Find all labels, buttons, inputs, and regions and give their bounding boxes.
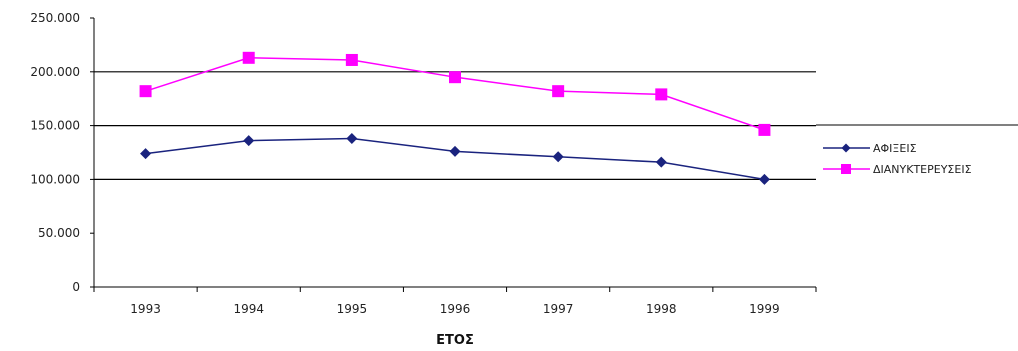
data-point	[242, 51, 255, 64]
legend-label: ΔΙΑΝΥΚΤΕΡΕΥΣΕΙΣ	[873, 163, 972, 176]
y-tick-label: 50.000	[38, 226, 80, 240]
series-line	[145, 137, 765, 181]
y-tick-label: 100.000	[30, 172, 80, 186]
legend-marker	[841, 143, 851, 153]
data-point	[552, 85, 565, 98]
data-point	[345, 53, 358, 66]
y-tick-labels: 0 50.000 100.000 150.000 200.000 250.000	[30, 11, 94, 294]
data-point	[346, 133, 358, 145]
x-tick-label: 1997	[543, 302, 574, 316]
y-tick-label: 200.000	[30, 65, 80, 79]
x-tick-label: 1993	[130, 302, 161, 316]
data-point	[758, 123, 771, 136]
series-layer	[139, 51, 771, 185]
data-point	[449, 71, 461, 84]
gridlines	[94, 71, 816, 180]
data-point	[552, 151, 564, 163]
legend-marker	[841, 164, 851, 174]
y-tick-label: 250.000	[30, 11, 80, 25]
data-point	[758, 173, 770, 185]
x-axis-label: ΕΤΟΣ	[436, 333, 474, 348]
data-point	[655, 88, 668, 101]
x-tick-label: 1994	[233, 302, 264, 316]
data-point	[139, 85, 152, 98]
x-tick-labels: 1993 1994 1995 1996 1997 1998 1999	[93, 287, 817, 316]
data-point	[449, 145, 461, 157]
axes	[93, 18, 816, 288]
y-tick-label: 0	[72, 280, 80, 294]
legend: ΑΦΙΞΕΙΣ ΔΙΑΝΥΚΤΕΡΕΥΣΕΙΣ	[816, 124, 1018, 176]
x-tick-label: 1999	[749, 302, 780, 316]
data-point	[243, 135, 255, 147]
data-point	[140, 148, 152, 160]
x-tick-label: 1996	[440, 302, 471, 316]
y-tick-label: 150.000	[30, 119, 80, 133]
data-point	[655, 156, 667, 168]
x-tick-label: 1995	[337, 302, 368, 316]
x-tick-label: 1998	[646, 302, 677, 316]
legend-label: ΑΦΙΞΕΙΣ	[873, 142, 917, 155]
series-line	[145, 57, 765, 131]
